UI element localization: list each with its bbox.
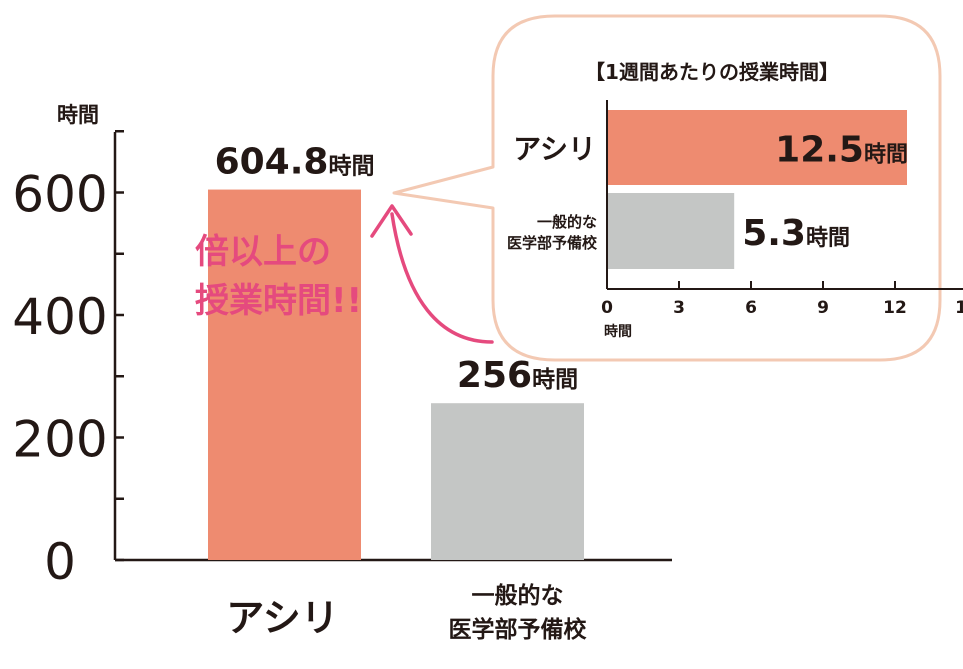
y-tick-label: 200 <box>12 411 107 469</box>
inset-bar-ashiri <box>607 110 907 185</box>
inset-category-label: 医学部予備校 <box>507 234 598 252</box>
y-tick-label: 600 <box>12 166 107 224</box>
y-axis-ticks: 0 200 400 600 <box>12 130 124 591</box>
x-tick-label: 9 <box>817 298 829 318</box>
annotation-line-1: 倍以上の <box>195 232 331 272</box>
arrow <box>370 204 494 344</box>
annotation: 倍以上の 授業時間!! <box>195 232 362 321</box>
annotation-line-2: 授業時間!! <box>195 281 362 321</box>
arrow-head <box>370 204 413 238</box>
y-tick-label: 0 <box>44 533 76 591</box>
y-tick-label: 400 <box>12 288 107 346</box>
inset-value-labels: 12.5時間 5.3時間 <box>742 130 908 255</box>
main-value-labels: 604.8時間 256時間 <box>215 142 579 397</box>
category-label: 一般的な <box>472 582 564 609</box>
inset-title: 【1週間あたりの授業時間】 <box>585 60 839 84</box>
category-label: 医学部予備校 <box>449 616 588 643</box>
inset-bar-general <box>607 193 735 269</box>
x-tick-label: 0 <box>601 298 613 318</box>
bar-ashiri <box>208 189 361 560</box>
x-tick-label: 15 <box>955 298 963 318</box>
x-tick-label: 12 <box>883 298 907 318</box>
callout-bubble <box>392 14 942 362</box>
x-tick-label: 3 <box>673 298 685 318</box>
main-bars <box>208 189 584 560</box>
y-axis-label: 時間 <box>57 103 99 127</box>
inset-x-axis-ticks: 0 3 6 9 12 15 <box>601 281 963 318</box>
inset-bars <box>607 110 907 269</box>
x-tick-label: 6 <box>745 298 757 318</box>
arrow-shaft <box>390 212 494 344</box>
inset-category-label: 一般的な <box>537 213 597 231</box>
value-label: 256時間 <box>457 355 578 396</box>
inset-value-label: 5.3時間 <box>742 213 850 254</box>
inset-category-label: アシリ <box>513 133 596 166</box>
bar-general <box>431 403 584 560</box>
inset-value-label: 12.5時間 <box>775 130 908 171</box>
category-label: アシリ <box>226 596 338 640</box>
inset-x-axis-label: 時間 <box>604 323 632 340</box>
value-label: 604.8時間 <box>215 142 375 183</box>
